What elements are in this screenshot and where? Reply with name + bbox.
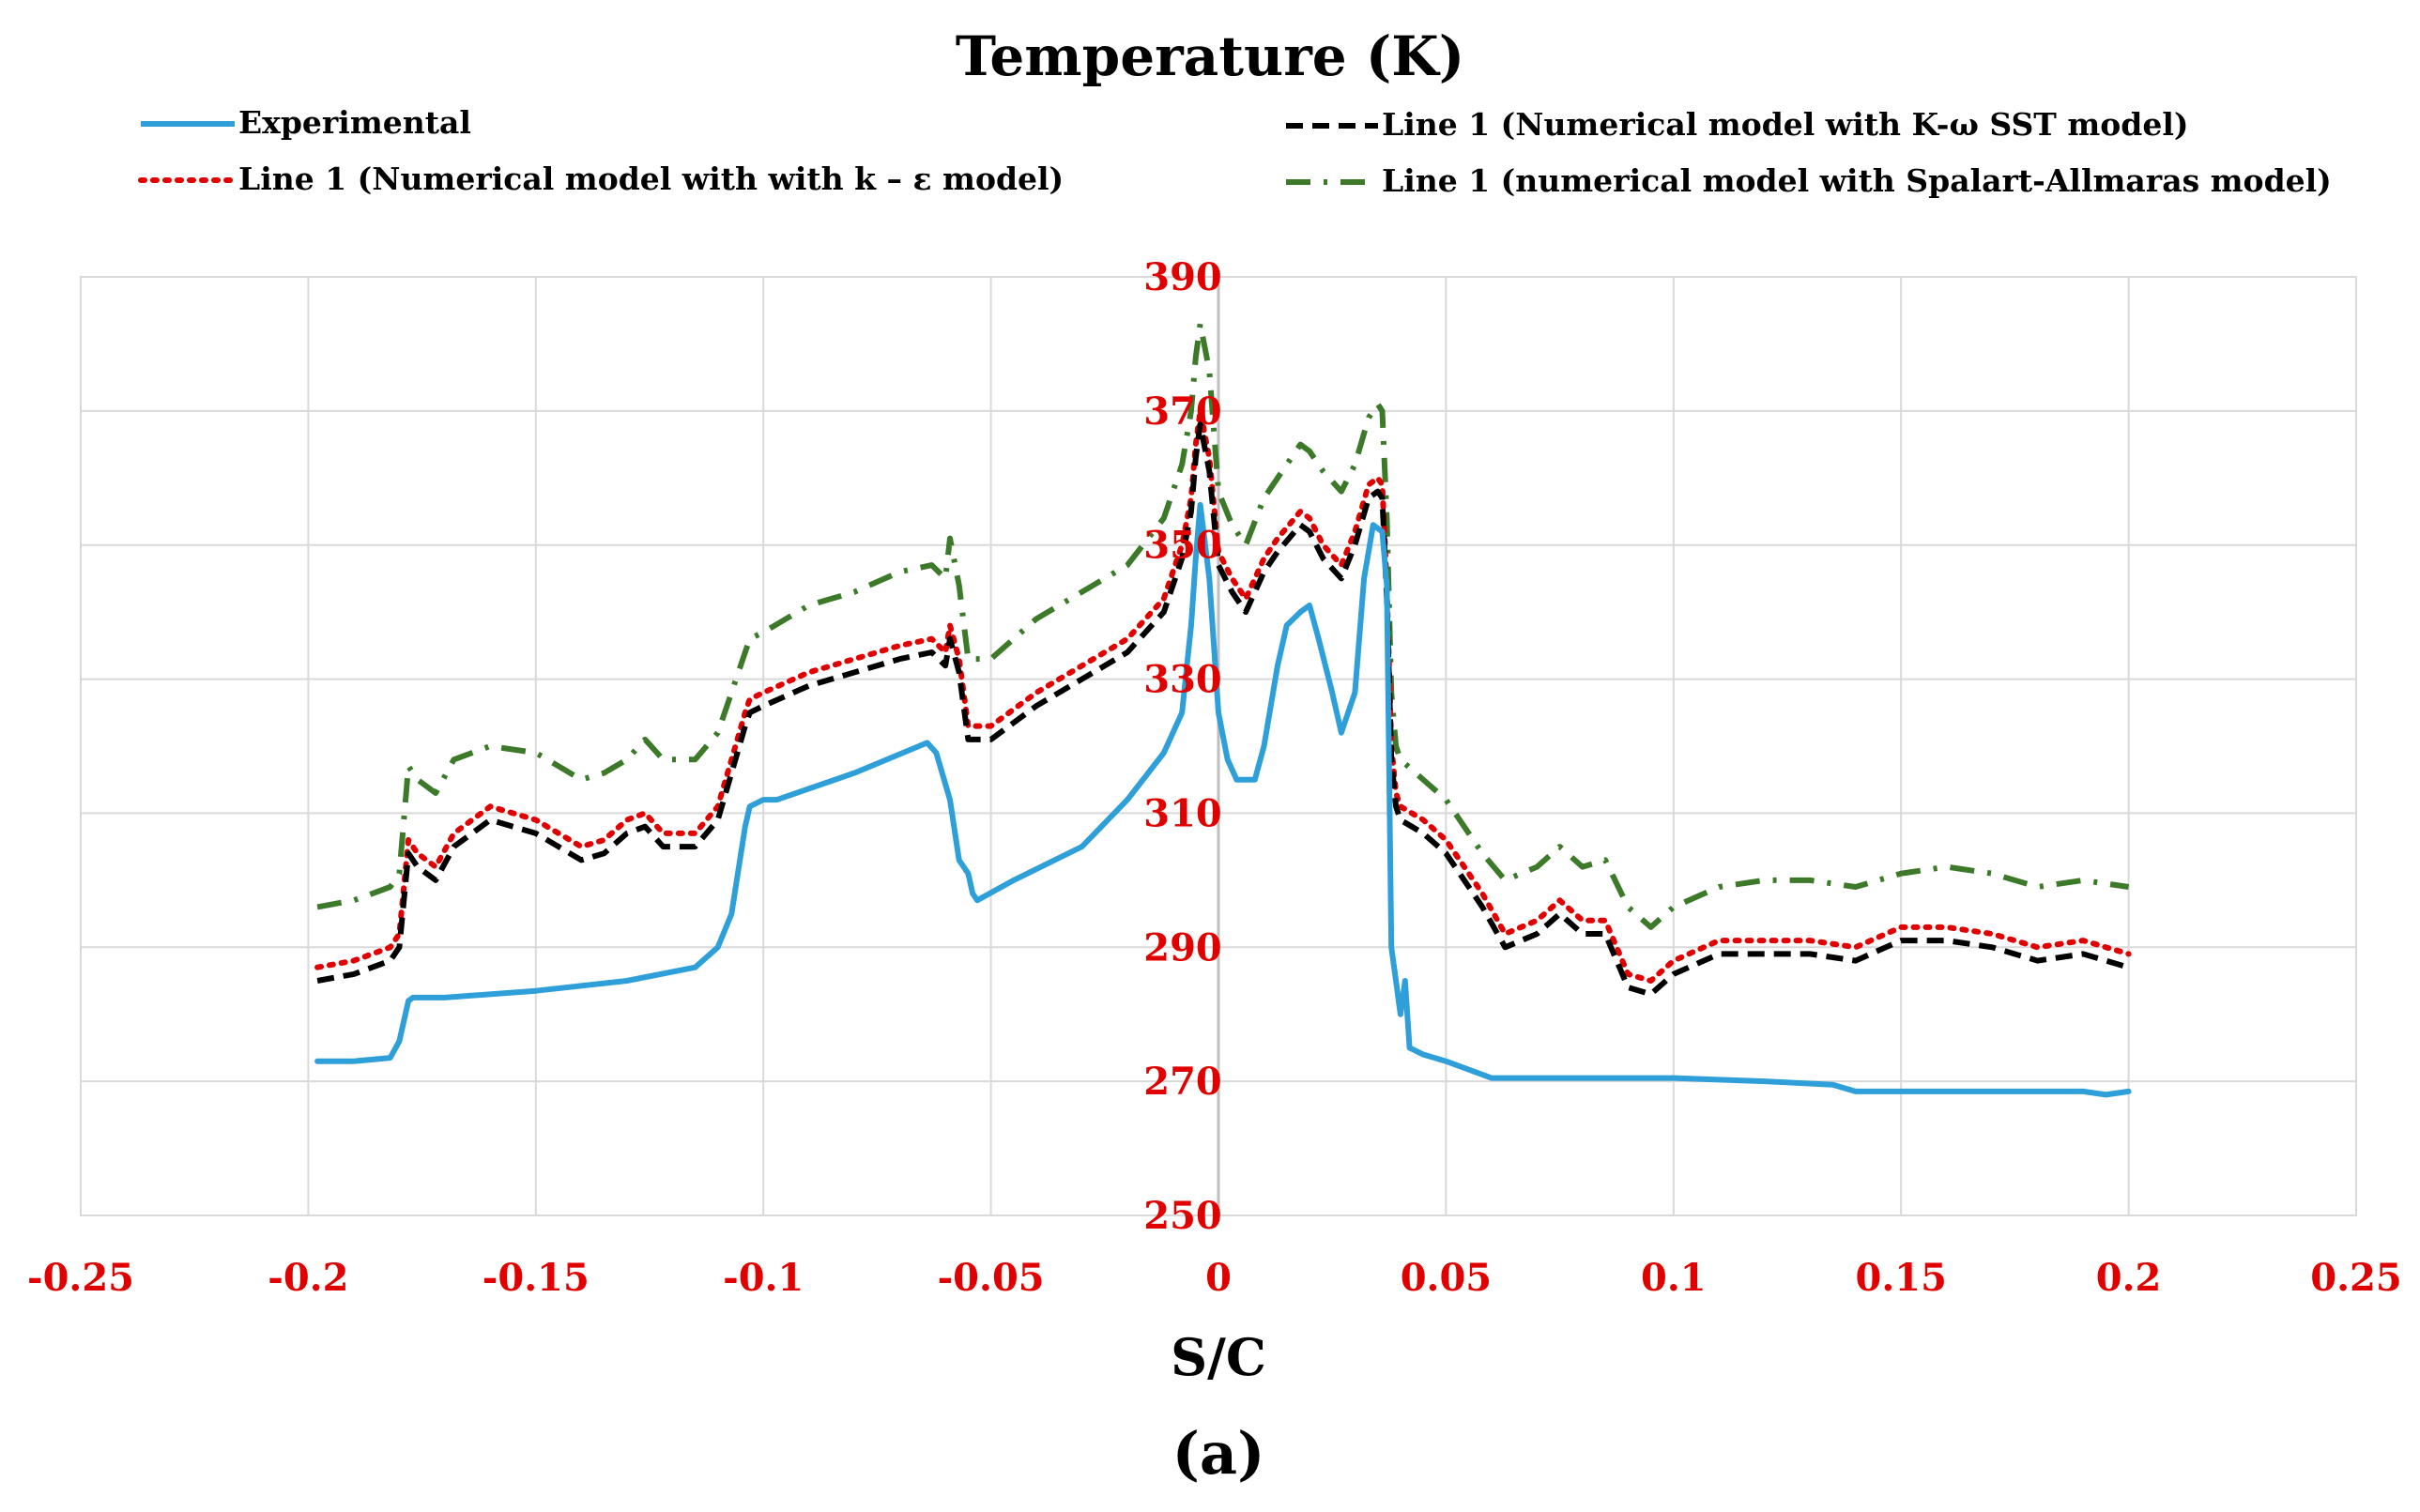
legend-label-spalart-allmaras: Line 1 (numerical model with Spalart-All… (1382, 162, 2332, 199)
series-line-line-1-numerical-model-with-spalart-allmaras-model (316, 321, 2130, 930)
x-axis-label: S/C (1171, 1327, 1266, 1387)
series-layer (314, 321, 2132, 1098)
legend: Experimental Line 1 (Numerical model wit… (138, 104, 2332, 199)
y-tick-labels: 250 270 290 310 330 350 370 390 (1143, 255, 1222, 1238)
x-tick-label-0-25: 0.25 (2310, 1256, 2401, 1300)
y-tick-label-330: 330 (1143, 658, 1222, 702)
y-tick-label-370: 370 (1143, 389, 1222, 434)
chart-title: Temperature (K) (956, 24, 1464, 88)
x-tick-label-0-25: -0.25 (27, 1256, 134, 1300)
x-tick-label-0-1: -0.1 (723, 1256, 804, 1300)
x-tick-label-0-15: 0.15 (1855, 1256, 1946, 1300)
x-tick-label-0: 0 (1205, 1256, 1232, 1300)
x-tick-label-0-05: -0.05 (938, 1256, 1045, 1300)
x-tick-label-0-2: 0.2 (2096, 1256, 2162, 1300)
legend-label-k-epsilon: Line 1 (Numerical model with with k – ε … (238, 160, 1064, 197)
series-line-line-1-numerical-model-with-with-k-model (314, 407, 2132, 984)
y-tick-label-270: 270 (1143, 1060, 1222, 1104)
legend-label-experimental: Experimental (238, 104, 471, 141)
y-tick-label-250: 250 (1143, 1194, 1222, 1238)
series-line-line-1-numerical-model-with-k-sst-model (316, 421, 2130, 998)
y-tick-label-390: 390 (1143, 255, 1222, 299)
series-line-experimental (314, 501, 2132, 1098)
x-tick-label-0-05: 0.05 (1401, 1256, 1492, 1300)
figure-caption: (a) (1172, 1419, 1265, 1488)
x-tick-label-0-1: 0.1 (1641, 1256, 1707, 1300)
y-tick-label-290: 290 (1143, 925, 1222, 970)
x-tick-labels: -0.25 -0.2 -0.15 -0.1 -0.05 0 0.05 0.1 0.15 0.2 0.… (27, 1256, 2402, 1300)
x-tick-label-0-15: -0.15 (482, 1256, 590, 1300)
x-tick-label-0-2: -0.2 (268, 1256, 348, 1300)
y-tick-label-350: 350 (1143, 524, 1222, 568)
gridlines (80, 276, 2357, 1216)
y-tick-label-310: 310 (1143, 791, 1222, 835)
legend-label-k-omega-sst: Line 1 (Numerical model with K-ω SST mod… (1382, 106, 2188, 143)
